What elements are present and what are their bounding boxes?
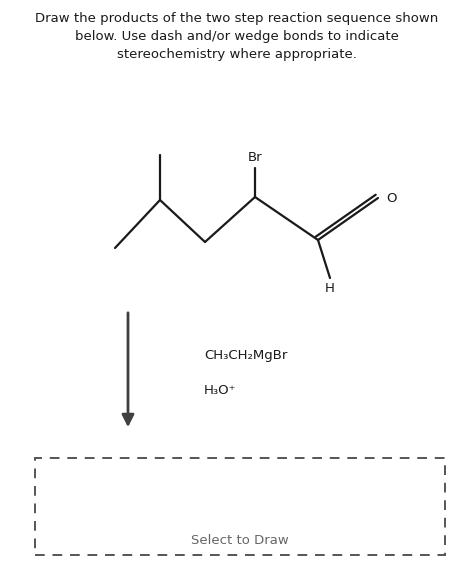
FancyBboxPatch shape — [35, 458, 445, 555]
Text: H: H — [325, 282, 335, 295]
Text: Select to Draw: Select to Draw — [191, 534, 289, 547]
Text: H₃O⁺: H₃O⁺ — [204, 383, 237, 396]
Text: Draw the products of the two step reaction sequence shown
below. Use dash and/or: Draw the products of the two step reacti… — [36, 12, 438, 61]
Text: CH₃CH₂MgBr: CH₃CH₂MgBr — [204, 349, 287, 362]
Text: Br: Br — [248, 151, 262, 164]
Text: O: O — [386, 192, 396, 205]
